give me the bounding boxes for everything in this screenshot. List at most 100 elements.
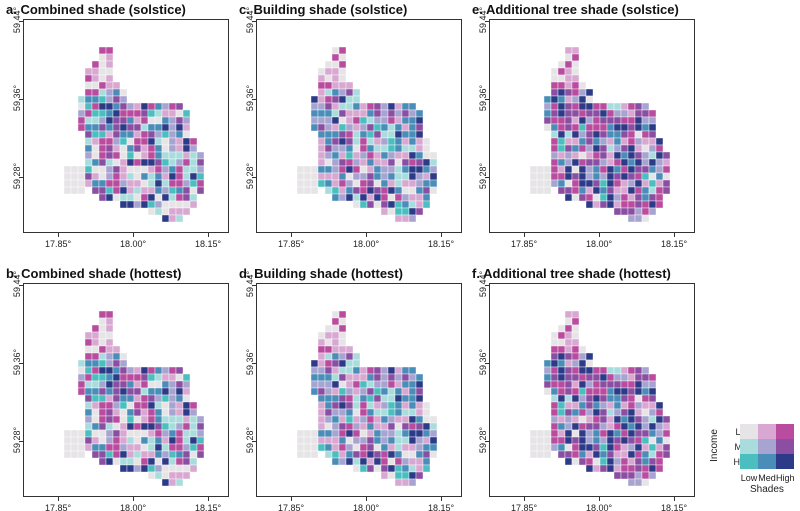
district-area [578,387,587,396]
district-area [401,151,410,160]
district-area [182,415,191,424]
x-tick-label: 18.00° [352,239,380,249]
district-area [161,471,170,480]
district-area [98,387,107,396]
district-area [154,387,163,396]
district-area [345,408,354,417]
district-area [627,158,636,167]
district-area [345,95,354,104]
district-area [182,422,191,431]
district-area [126,380,135,389]
district-area [324,345,333,354]
district-area [189,443,198,452]
district-area [387,165,396,174]
district-area [366,387,375,396]
district-area [126,387,135,396]
district-area [352,193,361,202]
district-area [550,352,559,361]
district-area [182,464,191,473]
y-tick [485,177,489,178]
district-area [606,186,615,195]
district-area [331,331,340,340]
district-area [662,436,671,445]
district-area [317,137,326,146]
district-area [324,158,333,167]
district-area [606,179,615,188]
district-area [105,144,114,153]
district-area [77,436,86,445]
district-area [112,401,121,410]
district-area [112,81,121,90]
district-area [317,151,326,160]
district-area [63,450,72,459]
district-area [599,193,608,202]
district-area [634,179,643,188]
district-area [592,422,601,431]
district-area [331,74,340,83]
district-area [168,387,177,396]
district-area [606,436,615,445]
district-area [606,429,615,438]
district-area [564,352,573,361]
district-area [182,109,191,118]
district-area [119,352,128,361]
district-area [641,116,650,125]
district-area [415,380,424,389]
district-area [331,102,340,111]
y-tick-label: 59.28° [478,426,488,454]
district-area [387,471,396,480]
district-area [380,123,389,132]
district-area [154,450,163,459]
district-area [557,130,566,139]
district-area [373,158,382,167]
district-area [401,471,410,480]
district-area [168,130,177,139]
district-area [338,401,347,410]
district-area [627,179,636,188]
district-area [648,193,657,202]
panel-title: c. Building shade (solstice) [239,2,408,17]
district-area [91,352,100,361]
district-area [585,193,594,202]
district-area [578,366,587,375]
district-area [387,179,396,188]
district-area [140,457,149,466]
district-area [168,165,177,174]
district-area [154,408,163,417]
district-area [338,109,347,118]
district-area [599,102,608,111]
district-area [578,172,587,181]
district-area [182,158,191,167]
district-area [394,401,403,410]
district-area [627,207,636,216]
district-area [429,165,438,174]
district-area [550,109,559,118]
district-area [634,429,643,438]
district-area [154,200,163,209]
district-area [401,144,410,153]
district-area [161,380,170,389]
panel-title: e. Additional tree shade (solstice) [472,2,679,17]
x-tick-label: 17.85° [277,503,305,511]
district-area [105,137,114,146]
district-area [408,109,417,118]
district-area [310,123,319,132]
district-area [557,429,566,438]
district-area [91,401,100,410]
district-area [154,165,163,174]
district-area [175,457,184,466]
district-area [359,193,368,202]
district-area [310,95,319,104]
district-area [641,373,650,382]
district-area [585,422,594,431]
district-area [359,179,368,188]
district-area [331,401,340,410]
district-area [415,373,424,382]
district-area [359,450,368,459]
district-area [557,88,566,97]
district-area [387,401,396,410]
district-area [189,450,198,459]
district-area [119,193,128,202]
district-area [550,429,559,438]
district-area [641,214,650,223]
